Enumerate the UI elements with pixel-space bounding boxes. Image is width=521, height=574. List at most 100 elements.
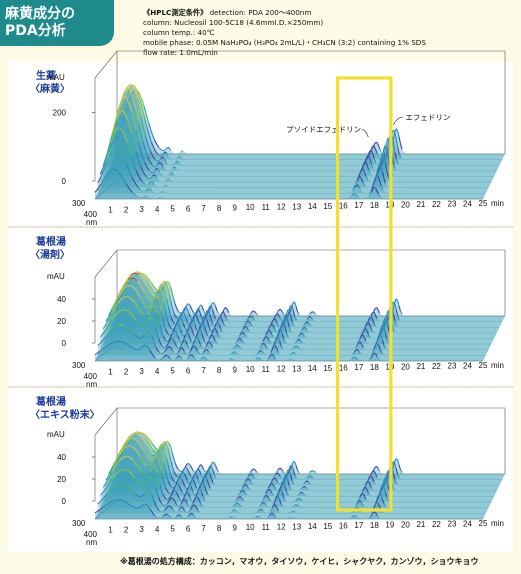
peak-annotation: プソイドエフェドリン	[286, 125, 361, 134]
x-tick-label: 18	[370, 363, 379, 372]
surface-slice	[103, 111, 492, 183]
surface-slice	[103, 296, 492, 345]
wavelength-unit-label: nm	[86, 380, 97, 389]
conditions-title: 《HPLC測定条件》	[143, 8, 208, 17]
x-tick-label: 23	[448, 362, 457, 371]
y-tick-label: 20	[57, 475, 66, 484]
surface-contour	[94, 499, 483, 520]
panel-title-line-2: 〈エキス粉末〉	[30, 408, 100, 421]
x-tick-label: 10	[246, 365, 255, 374]
x-tick-label: 24	[463, 519, 472, 528]
x-tick-label: 12	[277, 203, 286, 212]
x-tick-label: 25	[479, 361, 488, 370]
surface-contour	[97, 324, 486, 356]
y-unit-label: mAU	[47, 272, 65, 281]
x-tick-label: 6	[186, 366, 191, 375]
x-tick-label: 12	[277, 523, 286, 532]
x-tick-label: 13	[292, 522, 301, 531]
y-tick-label: 40	[57, 453, 66, 462]
surface-contour	[100, 309, 489, 350]
surface-contour	[97, 484, 486, 514]
y-tick-label: 200	[53, 108, 67, 117]
x-tick-label: 21	[416, 520, 425, 529]
x-tick-label: 20	[401, 200, 410, 209]
surface-contour	[108, 438, 497, 492]
wavelength-tick-label: 400	[84, 372, 98, 381]
x-tick-label: 9	[232, 523, 237, 532]
surface-contour	[105, 445, 494, 497]
x-tick-label: 4	[155, 367, 160, 376]
panel-title-line-2: 〈麻黄〉	[30, 82, 70, 95]
x-tick-label: 21	[416, 200, 425, 209]
x-tick-label: 17	[354, 521, 363, 530]
surface-contour	[116, 89, 505, 155]
surface-contour	[100, 127, 489, 188]
wavelength-unit-label: nm	[86, 218, 97, 227]
x-unit-label: min	[491, 519, 504, 528]
x-tick-label: 21	[416, 362, 425, 371]
surface-contour	[94, 341, 483, 362]
annotation-leader	[393, 116, 404, 126]
x-tick-label: 4	[155, 525, 160, 534]
surface-slice	[114, 431, 503, 480]
surface-contour	[114, 431, 503, 480]
surface-contour	[108, 277, 497, 334]
x-tick-label: 15	[323, 202, 332, 211]
x-tick-label: 13	[292, 202, 301, 211]
surface-contour	[116, 432, 505, 475]
y-tick-label: 20	[57, 317, 66, 326]
y-unit-label: mAU	[47, 430, 65, 439]
conditions-detection: 《HPLC測定条件》 detection: PDA 200～400nm	[143, 8, 426, 18]
surface-slice	[100, 469, 489, 508]
conditions-mobile-phase: mobile phase: 0.05M NaH₂PO₄ (H₃PO₄ 2mL/L…	[143, 38, 426, 48]
x-tick-label: 6	[186, 204, 191, 213]
x-tick-label: 10	[246, 523, 255, 532]
x-tick-label: 4	[155, 205, 160, 214]
x-tick-label: 1	[108, 526, 113, 535]
conditions-temp: column temp.: 40℃	[143, 28, 215, 38]
x-tick-label: 7	[201, 366, 206, 375]
wavelength-tick-label: 400	[84, 530, 98, 539]
x-tick-label: 11	[262, 365, 271, 374]
highlight-box	[335, 76, 393, 512]
x-tick-label: 22	[432, 200, 441, 209]
wavelength-tick-label: 300	[72, 519, 86, 528]
surface-slice	[95, 169, 483, 199]
x-tick-label: 23	[448, 520, 457, 529]
peak-annotation: エフェドリン	[405, 113, 450, 122]
x-tick-label: 9	[232, 203, 237, 212]
x-tick-label: 16	[339, 364, 348, 373]
surface-slice	[103, 456, 492, 503]
surface-contour	[103, 296, 492, 345]
x-unit-label: min	[491, 199, 504, 208]
surface-slice	[114, 85, 503, 160]
surface-slice	[117, 89, 505, 154]
surface-slice	[108, 88, 497, 171]
surface-slice	[111, 84, 500, 166]
surface-contour	[108, 88, 497, 172]
panel-title-line-2: 〈湯剤〉	[30, 248, 70, 261]
panel-title-line-1: 葛根湯	[35, 395, 66, 408]
x-tick-label: 3	[139, 525, 144, 534]
x-tick-label: 8	[217, 366, 222, 375]
x-tick-label: 19	[385, 521, 394, 530]
x-tick-label: 1	[108, 206, 113, 215]
x-tick-label: 8	[217, 204, 222, 213]
x-tick-label: 2	[124, 525, 129, 534]
surface-slice	[114, 271, 503, 322]
x-tick-label: 22	[432, 520, 441, 529]
surface-slice	[97, 325, 486, 356]
surface-contour	[97, 147, 486, 194]
panel-title-line-1: 葛根湯	[35, 235, 66, 248]
x-unit-label: min	[491, 361, 504, 370]
x-tick-label: 13	[292, 364, 301, 373]
x-tick-label: 2	[124, 205, 129, 214]
conditions-column: column: Nucleosil 100-5C18 (4.6mmI.D.×25…	[143, 18, 324, 28]
y-unit-label: mAU	[47, 73, 65, 82]
surface-slice	[100, 309, 489, 350]
x-tick-label: 24	[463, 199, 472, 208]
surface-contour	[94, 169, 483, 200]
x-tick-label: 15	[323, 522, 332, 531]
